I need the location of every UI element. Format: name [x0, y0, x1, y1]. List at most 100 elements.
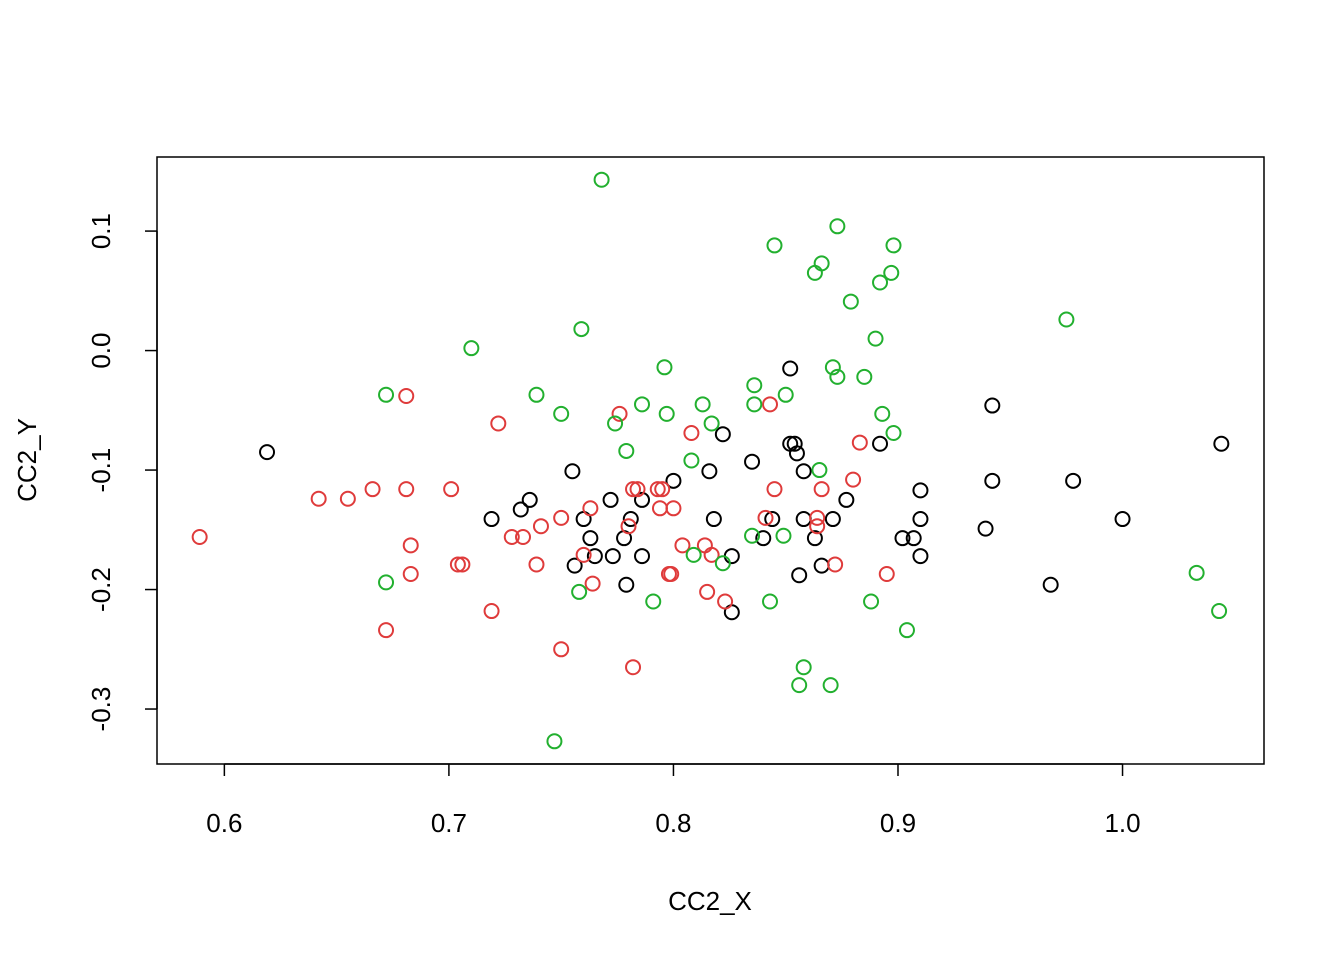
data-point [905, 530, 922, 547]
data-point [378, 574, 395, 591]
data-point [912, 548, 929, 565]
data-point [717, 593, 734, 610]
data-point [851, 434, 868, 451]
series-1 [259, 360, 1230, 621]
data-point [806, 530, 823, 547]
data-point [766, 237, 783, 254]
data-point [571, 583, 588, 600]
data-point [602, 491, 619, 508]
data-point [824, 359, 841, 376]
data-point [788, 445, 805, 462]
data-point [339, 490, 356, 507]
x-axis-label: CC2_X [668, 886, 752, 916]
data-point [795, 463, 812, 480]
data-point [856, 368, 873, 385]
y-tick-label: 0.0 [86, 332, 116, 368]
data-point [824, 511, 841, 528]
data-point [701, 463, 718, 480]
data-point [553, 641, 570, 658]
data-point [364, 481, 381, 498]
data-point [809, 509, 826, 526]
data-point [809, 518, 826, 535]
data-point [553, 405, 570, 422]
data-point [813, 255, 830, 272]
data-point [872, 274, 889, 291]
data-point [714, 426, 731, 443]
data-point [757, 509, 774, 526]
data-point [259, 444, 276, 461]
data-point [575, 546, 592, 563]
data-point [811, 462, 828, 479]
series-3 [378, 171, 1228, 750]
data-point [620, 518, 637, 535]
data-point [764, 511, 781, 528]
data-point [762, 593, 779, 610]
data-point [842, 293, 859, 310]
data-point [512, 501, 529, 518]
data-point [878, 566, 895, 583]
data-points [191, 171, 1230, 750]
data-point [755, 530, 772, 547]
data-point [744, 527, 761, 544]
data-point [827, 556, 844, 573]
data-point [912, 482, 929, 499]
data-point [813, 481, 830, 498]
data-point [449, 556, 466, 573]
data-point [705, 511, 722, 528]
data-point [634, 491, 651, 508]
data-point [683, 425, 700, 442]
data-point [872, 435, 889, 452]
data-point [402, 537, 419, 554]
data-point [656, 359, 673, 376]
data-point [791, 677, 808, 694]
data-point [829, 218, 846, 235]
x-tick-label: 1.0 [1104, 808, 1140, 838]
data-point [863, 593, 880, 610]
data-point [649, 481, 666, 498]
x-tick-label: 0.7 [431, 808, 467, 838]
data-point [546, 733, 563, 750]
data-point [618, 576, 635, 593]
data-point [490, 415, 507, 432]
data-point [663, 566, 680, 583]
data-point [665, 472, 682, 489]
data-point [634, 396, 651, 413]
data-point [746, 396, 763, 413]
data-point [378, 386, 395, 403]
data-point [1213, 435, 1230, 452]
data-point [683, 452, 700, 469]
data-point [582, 530, 599, 547]
data-point [775, 527, 792, 544]
data-point [766, 481, 783, 498]
data-point [443, 481, 460, 498]
y-tick-label: -0.1 [86, 448, 116, 493]
y-axis: -0.3 -0.2 -0.1 0.0 0.1 [86, 213, 158, 732]
y-tick-label: 0.1 [86, 213, 116, 249]
data-point [573, 321, 590, 338]
data-point [912, 511, 929, 528]
data-point [654, 481, 671, 498]
y-tick-label: -0.3 [86, 687, 116, 732]
data-point [402, 566, 419, 583]
data-point [782, 360, 799, 377]
data-point [553, 509, 570, 526]
data-point [625, 481, 642, 498]
x-axis: 0.6 0.7 0.8 0.9 1.0 [206, 763, 1141, 838]
data-point [838, 491, 855, 508]
data-point [310, 490, 327, 507]
data-point [503, 528, 520, 545]
data-point [883, 264, 900, 281]
data-point [454, 556, 471, 573]
data-point [634, 548, 651, 565]
data-point [762, 396, 779, 413]
data-point [977, 520, 994, 537]
data-point [845, 471, 862, 488]
data-point [867, 330, 884, 347]
data-point [584, 575, 601, 592]
series-2 [191, 387, 895, 676]
data-point [885, 425, 902, 442]
data-point [777, 386, 794, 403]
data-point [791, 567, 808, 584]
